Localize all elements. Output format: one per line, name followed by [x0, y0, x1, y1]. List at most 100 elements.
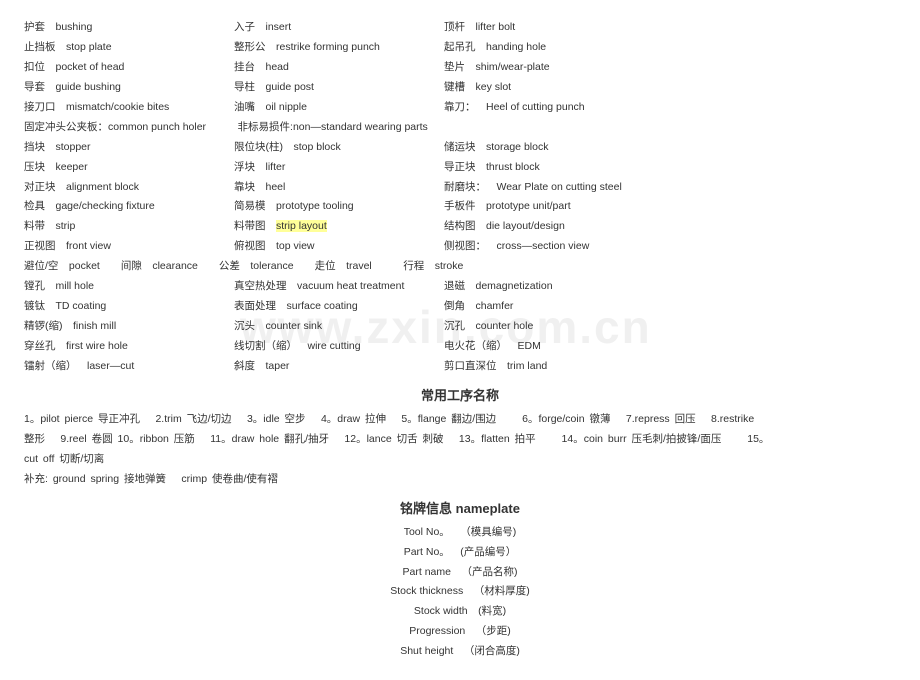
nameplate-row: Stock width (料宽): [24, 602, 896, 622]
term-en: key slot: [476, 81, 512, 93]
term-cell: 检具 gage/checking fixture: [24, 197, 234, 217]
term-row: 压块 keeper浮块 lifter导正块 thrust block: [24, 158, 896, 178]
term-cn: 入子: [234, 21, 266, 33]
terminology-table: 护套 bushing入子 insert顶杆 lifter bolt止挡板 sto…: [24, 18, 896, 377]
term-cell: 限位块(柱) stop block: [234, 138, 444, 158]
term-en: pocket of head: [56, 61, 125, 73]
term-en: handing hole: [486, 41, 546, 53]
heading-processes: 常用工序名称: [24, 385, 896, 404]
term-en: cross—section view: [497, 240, 590, 252]
term-cell: 导柱 guide post: [234, 78, 444, 98]
processes-line-3: cut off 切断/切离: [24, 450, 896, 470]
term-en: counter sink: [266, 320, 323, 332]
term-cn: 退磁: [444, 280, 476, 292]
term-en: counter hole: [476, 320, 534, 332]
term-row: 避位/空 pocket 间隙 clearance 公差 tolerance 走位…: [24, 257, 896, 277]
term-cn: 靠块: [234, 181, 266, 193]
term-cn: 侧视图：: [444, 240, 497, 252]
term-cell: 止挡板 stop plate: [24, 38, 234, 58]
term-cell: 侧视图： cross—section view: [444, 237, 704, 257]
term-cell: 靠块 heel: [234, 178, 444, 198]
term-row: 固定冲头公夹板：common punch holer 非标易损件:non—sta…: [24, 118, 896, 138]
term-cn: 表面处理: [234, 300, 287, 312]
term-en: thrust block: [486, 161, 540, 173]
term-en: die layout/design: [486, 220, 565, 232]
term-cell: 压块 keeper: [24, 158, 234, 178]
term-row: 挡块 stopper限位块(柱) stop block储运块 storage b…: [24, 138, 896, 158]
term-row: 检具 gage/checking fixture简易模 prototype to…: [24, 197, 896, 217]
term-cell: 倒角 chamfer: [444, 297, 704, 317]
nameplate-row: Part No。 (产品编号）: [24, 543, 896, 563]
term-cn: 键槽: [444, 81, 476, 93]
term-cell-full: 避位/空 pocket 间隙 clearance 公差 tolerance 走位…: [24, 257, 463, 277]
term-cn: 手板件: [444, 200, 486, 212]
nameplate-row: Progression （步距): [24, 622, 896, 642]
term-en: storage block: [486, 141, 548, 153]
term-cell: 靠刀： Heel of cutting punch: [444, 98, 704, 118]
term-cell: 电火花（缩） EDM: [444, 337, 704, 357]
term-cn: 对正块: [24, 181, 66, 193]
term-cn: 起吊孔: [444, 41, 486, 53]
term-en: restrike forming punch: [276, 41, 380, 53]
term-en: alignment block: [66, 181, 139, 193]
term-cn: 耐磨块：: [444, 181, 497, 193]
term-cell: 耐磨块： Wear Plate on cutting steel: [444, 178, 704, 198]
supplement-line: 补充: ground spring 接地弹簧 crimp 使卷曲/使有褶: [24, 470, 896, 490]
term-cell: 简易模 prototype tooling: [234, 197, 444, 217]
term-en: guide post: [266, 81, 314, 93]
term-cell: 精锣(缩) finish mill: [24, 317, 234, 337]
term-en: mismatch/cookie bites: [66, 101, 169, 113]
term-cn: 接刀口: [24, 101, 66, 113]
term-en: gage/checking fixture: [56, 200, 155, 212]
term-cn: 穿丝孔: [24, 340, 66, 352]
term-cn: 导套: [24, 81, 56, 93]
term-cell: 扣位 pocket of head: [24, 58, 234, 78]
term-cn: 结构图: [444, 220, 486, 232]
term-en: surface coating: [287, 300, 358, 312]
term-cn: 料带图: [234, 220, 276, 232]
term-en: keeper: [56, 161, 88, 173]
term-cn: 护套: [24, 21, 56, 33]
term-cn: 线切割（缩）: [234, 340, 308, 352]
term-en: insert: [266, 21, 292, 33]
term-cell: 储运块 storage block: [444, 138, 704, 158]
term-en: demagnetization: [476, 280, 553, 292]
term-cn: 沉孔: [444, 320, 476, 332]
term-en: laser—cut: [87, 360, 134, 372]
term-en: strip: [56, 220, 76, 232]
term-cell: 镗孔 mill hole: [24, 277, 234, 297]
term-cell: 顶杆 lifter bolt: [444, 18, 704, 38]
term-cn: 镭射（缩）: [24, 360, 87, 372]
term-cell: 接刀口 mismatch/cookie bites: [24, 98, 234, 118]
term-cn: 浮块: [234, 161, 266, 173]
term-cell: 挂台 head: [234, 58, 444, 78]
term-row: 扣位 pocket of head挂台 head垫片 shim/wear-pla…: [24, 58, 896, 78]
nameplate-section: Tool No。 （模具编号)Part No。 (产品编号）Part name …: [24, 523, 896, 663]
term-cell: 浮块 lifter: [234, 158, 444, 178]
term-cell: 线切割（缩） wire cutting: [234, 337, 444, 357]
term-cell: 斜度 taper: [234, 357, 444, 377]
term-cn: 剪口直深位: [444, 360, 507, 372]
term-cell: 键槽 key slot: [444, 78, 704, 98]
term-row: 护套 bushing入子 insert顶杆 lifter bolt: [24, 18, 896, 38]
term-cell: 护套 bushing: [24, 18, 234, 38]
term-en: prototype unit/part: [486, 200, 571, 212]
term-cn: 真空热处理: [234, 280, 297, 292]
term-row: 镭射（缩） laser—cut斜度 taper剪口直深位 trim land: [24, 357, 896, 377]
term-cn: 倒角: [444, 300, 476, 312]
term-en: EDM: [518, 340, 541, 352]
term-en: lifter: [266, 161, 286, 173]
term-cell: 表面处理 surface coating: [234, 297, 444, 317]
term-en: taper: [266, 360, 290, 372]
term-row: 对正块 alignment block 靠块 heel耐磨块： Wear Plat…: [24, 178, 896, 198]
term-cell: 入子 insert: [234, 18, 444, 38]
term-row: 穿丝孔 first wire hole线切割（缩） wire cutting电火…: [24, 337, 896, 357]
term-row: 导套 guide bushing导柱 guide post键槽 key slot: [24, 78, 896, 98]
nameplate-row: Part name （产品名称): [24, 563, 896, 583]
term-en: lifter bolt: [476, 21, 516, 33]
term-row: 接刀口 mismatch/cookie bites油嘴 oil nipple靠刀…: [24, 98, 896, 118]
term-cn: 油嘴: [234, 101, 266, 113]
term-en: shim/wear-plate: [476, 61, 550, 73]
term-row: 镀钛 TD coating表面处理 surface coating倒角 cham…: [24, 297, 896, 317]
term-cn: 整形公: [234, 41, 276, 53]
